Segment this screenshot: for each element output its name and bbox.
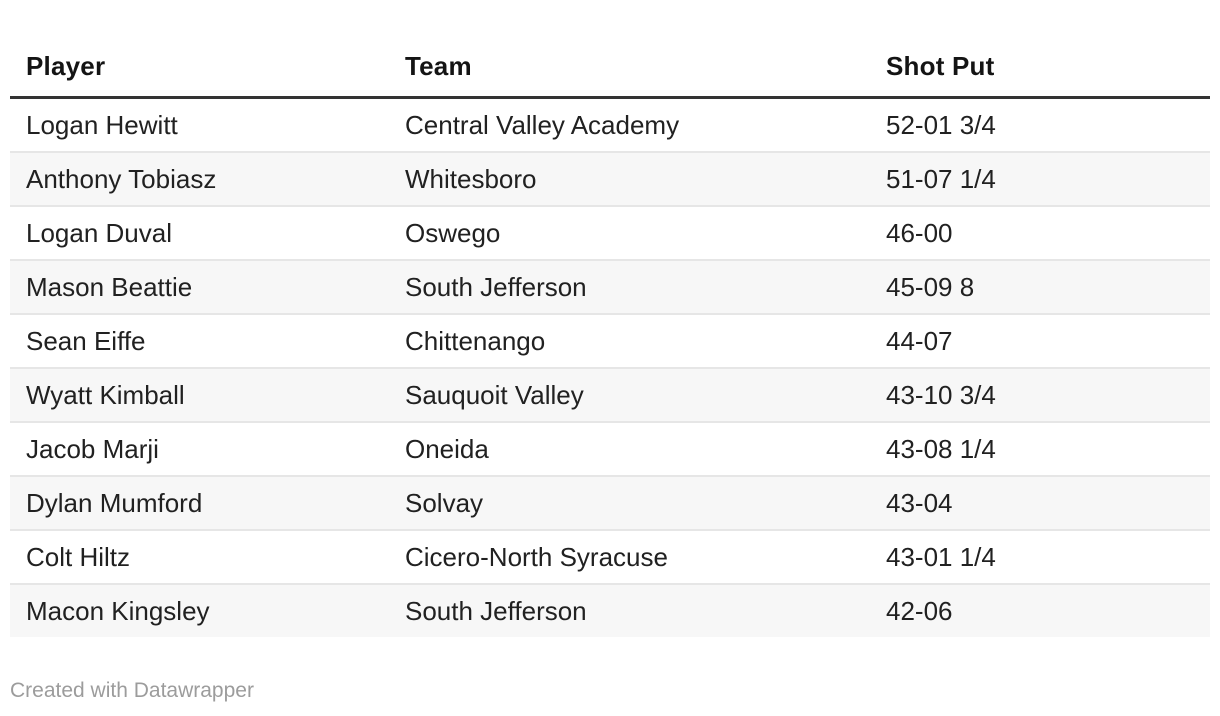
cell-player: Wyatt Kimball xyxy=(10,367,389,422)
cell-team: Cicero-North Syracuse xyxy=(389,529,870,584)
cell-player: Anthony Tobiasz xyxy=(10,151,389,206)
cell-team: Sauquoit Valley xyxy=(389,367,870,422)
table-row: Logan Hewitt Central Valley Academy 52-01 … xyxy=(10,98,1210,153)
cell-shot-put: 45-09 8 xyxy=(870,259,1210,314)
cell-shot-put: 43-10 3/4 xyxy=(870,367,1210,422)
table-body: Logan Hewitt Central Valley Academy 52-01 … xyxy=(10,98,1210,637)
table-header: Player Team Shot Put xyxy=(10,36,1210,99)
datawrapper-credit-link[interactable]: Created with Datawrapper xyxy=(10,679,254,702)
table-row: Sean Eiffe Chittenango 44-07 xyxy=(10,313,1210,368)
table-row: Mason Beattie South Jefferson 45-09 8 xyxy=(10,259,1210,314)
cell-player: Colt Hiltz xyxy=(10,529,389,584)
shot-put-results-table: Player Team Shot Put Logan Hewitt Central… xyxy=(10,36,1210,637)
column-header-team: Team xyxy=(389,36,870,99)
cell-shot-put: 51-07 1/4 xyxy=(870,151,1210,206)
cell-player: Logan Hewitt xyxy=(26,109,178,140)
cell-shot-put: 42-06 xyxy=(870,583,1210,637)
column-header-player: Player xyxy=(10,36,389,99)
cell-player: Sean Eiffe xyxy=(10,313,389,368)
cell-player: Logan Duval xyxy=(10,205,389,260)
cell-player: Mason Beattie xyxy=(10,259,389,314)
cell-player: Macon Kingsley xyxy=(10,583,389,637)
cell-team: South Jefferson xyxy=(389,259,870,314)
table-row: Wyatt Kimball Sauquoit Valley 43-10 3/4 xyxy=(10,367,1210,422)
cell-team: Solvay xyxy=(389,475,870,530)
table-row: Dylan Mumford Solvay 43-04 xyxy=(10,475,1210,530)
table-row: Colt Hiltz Cicero-North Syracuse 43-01 1/4 xyxy=(10,529,1210,584)
cell-team: Central Valley Academy xyxy=(405,109,680,140)
cell-team: South Jefferson xyxy=(389,583,870,637)
cell-shot-put: 52-01 3/4 xyxy=(886,109,996,140)
cell-shot-put: 44-07 xyxy=(870,313,1210,368)
table-row: Macon Kingsley South Jefferson 42-06 xyxy=(10,583,1210,637)
credit-line: Created with Datawrapper xyxy=(10,679,1210,703)
table-row: Jacob Marji Oneida 43-08 1/4 xyxy=(10,421,1210,476)
table-row: Anthony Tobiasz Whitesboro 51-07 1/4 xyxy=(10,151,1210,206)
cell-shot-put: 43-01 1/4 xyxy=(870,529,1210,584)
cell-team: Chittenango xyxy=(389,313,870,368)
column-header-shot-put: Shot Put xyxy=(870,36,1210,99)
cell-shot-put: 43-04 xyxy=(870,475,1210,530)
table-row: Logan Duval Oswego 46-00 xyxy=(10,205,1210,260)
cell-team: Oneida xyxy=(389,421,870,476)
cell-player: Dylan Mumford xyxy=(10,475,389,530)
cell-player: Jacob Marji xyxy=(10,421,389,476)
header-row: Player Team Shot Put xyxy=(10,36,1210,99)
cell-team: Oswego xyxy=(389,205,870,260)
cell-team: Whitesboro xyxy=(389,151,870,206)
cell-shot-put: 43-08 1/4 xyxy=(870,421,1210,476)
cell-shot-put: 46-00 xyxy=(870,205,1210,260)
